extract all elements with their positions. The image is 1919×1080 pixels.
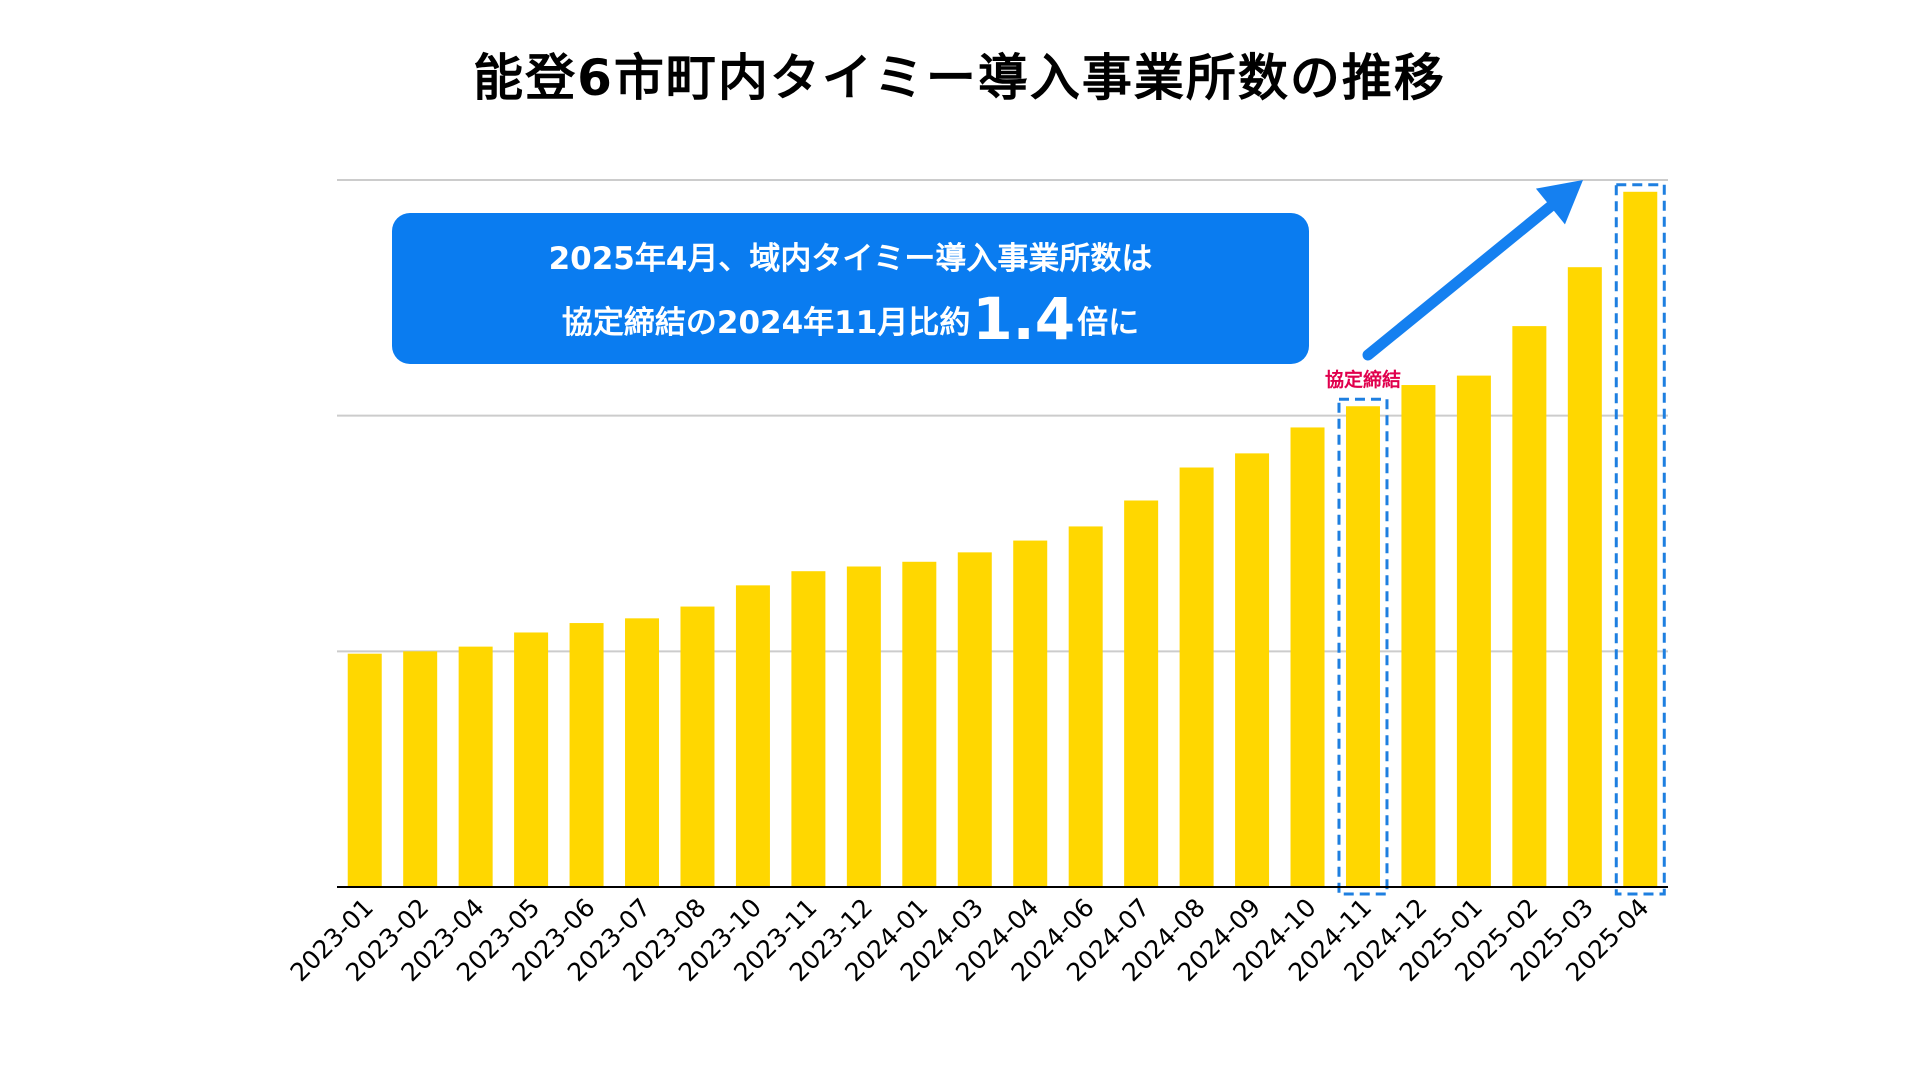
callout-box: 2025年4月、域内タイミー導入事業所数は 協定締結の2024年11月比約1.4…	[392, 213, 1309, 364]
highlight-box	[1337, 397, 1389, 896]
bar	[403, 651, 438, 887]
bar	[1235, 453, 1270, 887]
bar	[1345, 406, 1380, 887]
bar	[1179, 467, 1214, 887]
bar	[902, 561, 937, 887]
bar	[1013, 540, 1048, 887]
bar	[680, 606, 715, 887]
bar	[1456, 375, 1491, 887]
callout-line-2: 協定締結の2024年11月比約1.4倍に	[392, 285, 1309, 353]
callout-line-2-suffix: 倍に	[1077, 305, 1140, 341]
bar	[347, 653, 382, 887]
callout-ratio-value: 1.4	[972, 285, 1076, 353]
page-title: 能登6市町内タイミー導入事業所数の推移	[473, 49, 1446, 107]
bar	[735, 585, 770, 887]
bar	[1124, 500, 1159, 887]
annotation-label: 協定締結	[1325, 368, 1401, 391]
trend-arrow-shaft	[1362, 201, 1556, 361]
bar	[458, 646, 493, 887]
bar	[1068, 526, 1103, 887]
trend-arrow-head	[1535, 180, 1583, 225]
bar	[791, 571, 826, 887]
highlight-box	[1614, 183, 1666, 896]
bar	[1512, 326, 1547, 887]
bar	[625, 618, 660, 887]
callout-line-2-prefix: 協定締結の2024年11月比約	[561, 305, 971, 341]
bar	[1401, 385, 1436, 887]
bar	[569, 623, 604, 887]
bar	[514, 632, 549, 887]
bar	[1567, 267, 1602, 887]
bar	[1623, 191, 1658, 888]
callout-line-1: 2025年4月、域内タイミー導入事業所数は	[548, 241, 1153, 277]
bar	[846, 566, 881, 887]
bar	[1290, 427, 1325, 887]
bar	[957, 552, 992, 887]
